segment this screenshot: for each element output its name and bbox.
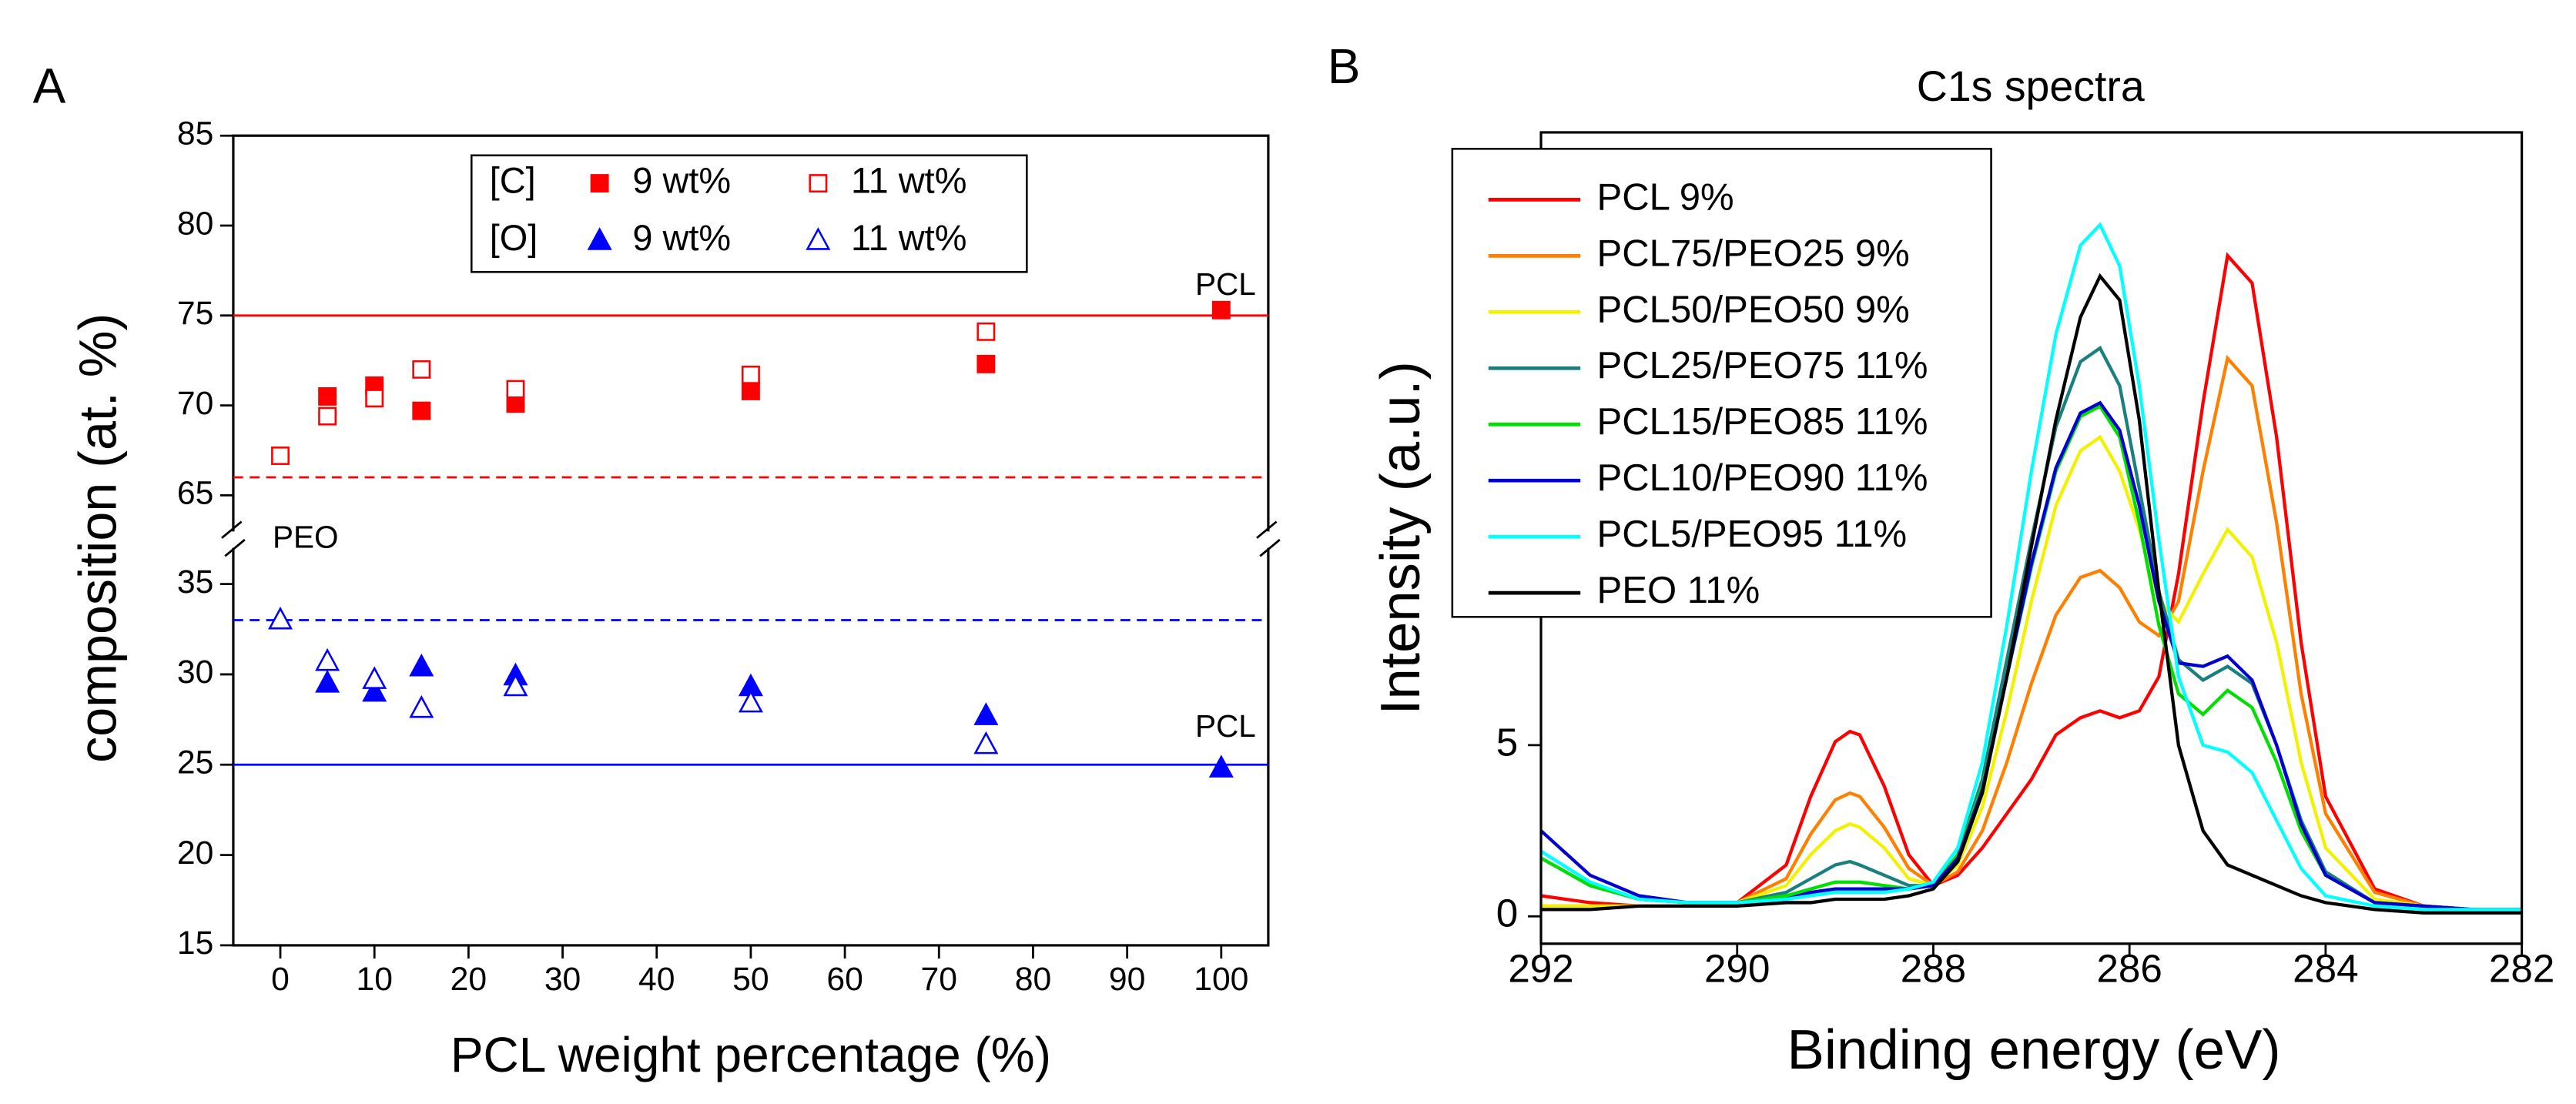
legend-label: PEO 11% (1597, 570, 1760, 611)
chart-title: C1s spectra (1917, 62, 2145, 110)
panel-label: B (1328, 38, 1361, 94)
y-tick-label: 35 (177, 564, 213, 601)
legend-label: PCL75/PEO25 9% (1597, 233, 1910, 274)
x-tick-label: 40 (638, 961, 675, 998)
marker (315, 670, 340, 693)
marker (506, 380, 525, 399)
y-tick-label: 80 (177, 205, 213, 242)
x-tick-label: 290 (1704, 947, 1770, 991)
marker (362, 666, 387, 689)
spectrum-line (1541, 434, 2522, 912)
marker (976, 322, 996, 341)
marker (587, 227, 612, 250)
spectrum-line (1541, 252, 2522, 912)
annotation: PCL (1195, 266, 1256, 302)
panel-label: A (33, 58, 66, 113)
spectrum-line (1541, 222, 2522, 912)
y-tick-label: 20 (177, 835, 213, 871)
marker (976, 354, 996, 373)
marker (741, 381, 760, 400)
spectrum-line (1541, 400, 2522, 912)
marker (315, 647, 340, 671)
marker (741, 365, 760, 384)
marker (1211, 300, 1231, 319)
x-tick-label: 282 (2489, 947, 2554, 991)
axis-break-gap (228, 531, 239, 548)
marker (271, 447, 290, 465)
x-tick-label: 30 (544, 961, 581, 998)
marker (318, 406, 337, 426)
x-tick-label: 70 (921, 961, 957, 998)
marker (409, 694, 434, 718)
legend-label: PCL10/PEO90 11% (1597, 457, 1928, 499)
legend-label: 11 wt% (851, 160, 966, 200)
annotation: PEO (273, 520, 339, 555)
marker (412, 401, 431, 420)
legend-label: 9 wt% (632, 218, 731, 258)
legend-label: PCL25/PEO75 11% (1597, 345, 1928, 386)
marker (365, 389, 384, 408)
y-tick-label: 30 (177, 654, 213, 691)
legend-box (470, 154, 1028, 273)
legend-box (1451, 147, 1992, 618)
x-tick-label: 90 (1109, 961, 1145, 998)
marker (809, 174, 828, 193)
x-tick-label: 284 (2293, 947, 2358, 991)
x-tick-label: 20 (451, 961, 487, 998)
x-tick-label: 288 (1901, 947, 1966, 991)
marker (409, 653, 434, 677)
legend-label: 11 wt% (851, 218, 966, 258)
x-tick-label: 100 (1194, 961, 1248, 998)
marker (1208, 754, 1234, 778)
x-tick-label: 60 (826, 961, 863, 998)
marker (318, 386, 337, 406)
axis-break-gap (1263, 531, 1274, 548)
legend-label: PCL50/PEO50 9% (1597, 289, 1910, 330)
x-axis-label: Binding energy (eV) (1787, 1019, 2281, 1081)
x-tick-label: 80 (1015, 961, 1051, 998)
legend-label: PCL5/PEO95 11% (1597, 514, 1908, 555)
legend-group-label: [C] (490, 160, 536, 200)
y-tick-label: 85 (177, 115, 213, 152)
x-tick-label: 0 (271, 961, 290, 998)
x-tick-label: 286 (2096, 947, 2162, 991)
y-axis-label: composition (at. %) (69, 313, 127, 763)
marker (806, 227, 831, 250)
marker (268, 606, 293, 630)
y-tick-label: 75 (177, 295, 213, 332)
annotation: PCL (1195, 708, 1256, 744)
axis-break (221, 520, 243, 539)
marker (590, 174, 609, 193)
marker (503, 673, 528, 697)
spectrum-line (1541, 273, 2522, 915)
spectrum-line (1541, 354, 2522, 912)
x-tick-label: 10 (356, 961, 392, 998)
axis-break (224, 538, 246, 557)
x-tick-label: 50 (732, 961, 769, 998)
axis-break (1259, 538, 1281, 557)
marker (412, 360, 431, 379)
legend-label: PCL15/PEO85 11% (1597, 401, 1928, 443)
y-tick-label: 0 (1496, 892, 1518, 935)
y-axis-label: Intensity (a.u.) (1369, 361, 1432, 714)
legend-group-label: [O] (490, 218, 538, 258)
y-tick-label: 15 (177, 925, 213, 962)
legend-label: 9 wt% (632, 160, 731, 200)
x-axis-label: PCL weight percentage (%) (451, 1027, 1051, 1082)
curves (1541, 222, 2522, 915)
marker (738, 689, 763, 713)
legend-label: PCL 9% (1597, 176, 1734, 218)
marker (973, 702, 999, 725)
x-tick-label: 292 (1508, 947, 1573, 991)
axis-break (1256, 520, 1278, 539)
marker (973, 731, 999, 754)
y-tick-label: 25 (177, 744, 213, 781)
y-tick-label: 5 (1496, 720, 1518, 764)
y-tick-label: 70 (177, 385, 213, 422)
marker (362, 678, 387, 702)
y-tick-label: 65 (177, 475, 213, 512)
